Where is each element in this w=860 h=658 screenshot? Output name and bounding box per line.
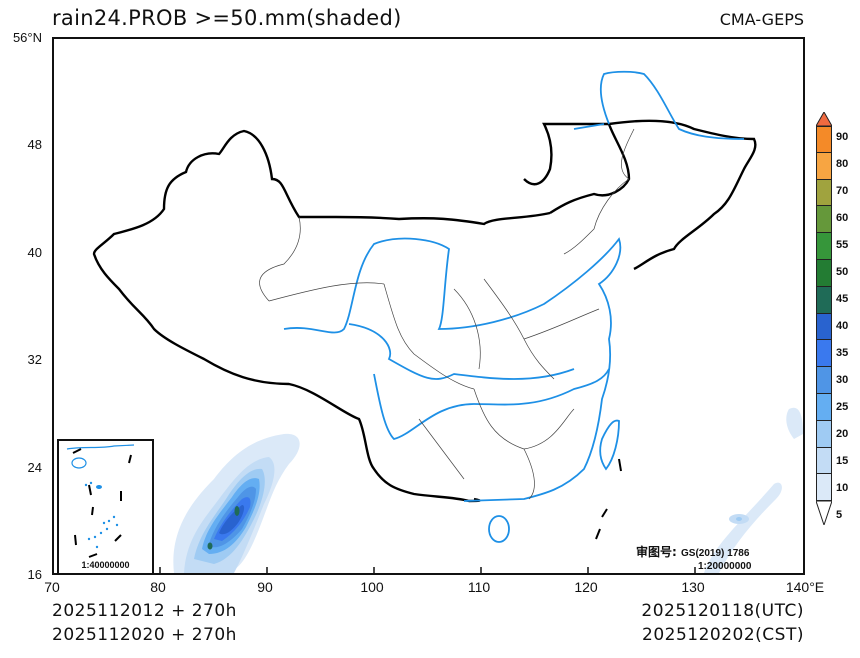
x-tick-110: 110 — [467, 579, 491, 595]
inset-scale-label: 1:40000000 — [81, 560, 130, 570]
y-tick-24: 24 — [27, 460, 42, 475]
rivers-coastline — [283, 70, 745, 543]
colorbar-label-20: 20 — [836, 428, 849, 440]
colorbar-cell-45-50 — [816, 259, 832, 287]
national-border — [92, 119, 757, 503]
rain-prob-shading-east — [704, 407, 803, 573]
colorbar-label-30: 30 — [836, 374, 849, 386]
colorbar-label-40: 40 — [836, 320, 849, 332]
colorbar-cell-5-10 — [816, 474, 832, 502]
main-scale-label: 1:20000000 — [698, 561, 752, 572]
colorbar-cell-80-90 — [816, 126, 832, 153]
x-tick-90: 90 — [257, 579, 273, 595]
colorbar-cell-35-40 — [816, 313, 832, 341]
x-tick-70: 70 — [44, 579, 60, 595]
colorbar-label-35: 35 — [836, 347, 849, 359]
valid-time-cst: 2025120202(CST) — [642, 625, 804, 645]
map-review-number: 审图号: GS(2019) 1786 — [636, 543, 749, 560]
colorbar-bottom-arrow — [816, 501, 832, 526]
colorbar — [816, 112, 832, 526]
rain-prob-shading-west — [173, 433, 300, 573]
colorbar-label-60: 60 — [836, 212, 849, 224]
colorbar-label-10: 10 — [836, 482, 849, 494]
chart-title: rain24.PROB >=50.mm(shaded) — [52, 6, 402, 30]
map-review-label: 审图号: — [636, 545, 677, 559]
colorbar-label-70: 70 — [836, 185, 849, 197]
x-tick-100: 100 — [360, 579, 384, 595]
model-name: CMA-GEPS — [719, 10, 804, 29]
colorbar-label-50: 50 — [836, 266, 849, 278]
colorbar-label-55: 55 — [836, 239, 849, 251]
colorbar-label-25: 25 — [836, 401, 849, 413]
colorbar-cell-55-60 — [816, 206, 832, 234]
y-tick-56: 56°N — [12, 30, 42, 45]
colorbar-cell-15-20 — [816, 420, 832, 448]
x-tick-80: 80 — [150, 579, 166, 595]
colorbar-cell-10-15 — [816, 447, 832, 475]
x-tick-130: 130 — [681, 579, 705, 595]
y-tick-32: 32 — [27, 352, 42, 367]
colorbar-label-45: 45 — [836, 293, 849, 305]
colorbar-cell-25-30 — [816, 367, 832, 394]
colorbar-cell-50-55 — [816, 233, 832, 260]
colorbar-label-5: 5 — [836, 509, 843, 521]
init-time-cst: 2025112020 + 270h — [52, 625, 237, 645]
inset-map-svg — [66, 444, 135, 558]
colorbar-label-90: 90 — [836, 131, 849, 143]
colorbar-label-15: 15 — [836, 455, 849, 467]
map-svg — [48, 70, 803, 573]
map-plot-area — [48, 37, 805, 575]
y-tick-48: 48 — [27, 137, 42, 152]
colorbar-cell-20-25 — [816, 393, 832, 421]
x-tick-140: 140°E — [785, 579, 825, 595]
colorbar-cell-30-35 — [816, 340, 832, 368]
x-tick-120: 120 — [574, 579, 598, 595]
colorbar-top-arrow — [816, 112, 832, 126]
province-borders — [259, 128, 635, 500]
south-china-sea-inset: 1:40000000 — [57, 439, 154, 575]
init-time-utc: 2025112012 + 270h — [52, 601, 237, 621]
y-tick-40: 40 — [27, 245, 42, 260]
colorbar-label-80: 80 — [836, 158, 849, 170]
dash-line-segments — [595, 458, 622, 540]
colorbar-cell-60-70 — [816, 179, 832, 207]
y-tick-16: 16 — [27, 567, 42, 582]
map-review-code: GS(2019) 1786 — [681, 548, 750, 559]
colorbar-cell-70-80 — [816, 152, 832, 180]
colorbar-cell-40-45 — [816, 286, 832, 314]
valid-time-utc: 2025120118(UTC) — [641, 601, 804, 621]
